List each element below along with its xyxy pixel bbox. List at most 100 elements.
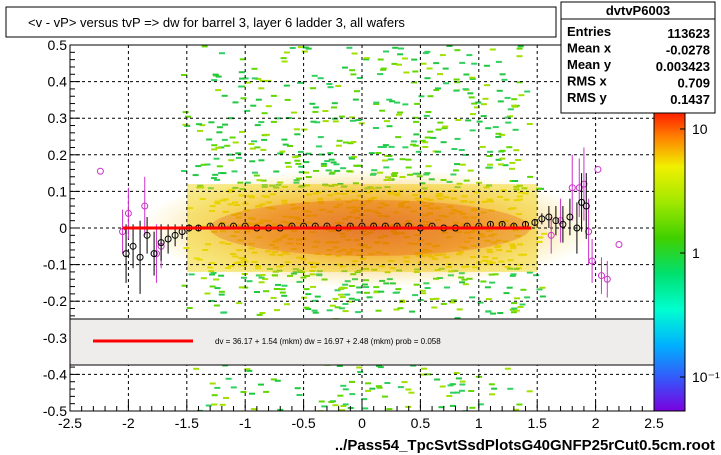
heat-cell bbox=[283, 84, 290, 87]
heat-cell bbox=[215, 89, 222, 92]
heat-cell bbox=[424, 287, 431, 289]
heat-cell bbox=[244, 368, 251, 371]
secondary-point bbox=[575, 184, 583, 192]
profile-point bbox=[171, 231, 179, 239]
heat-cell bbox=[192, 174, 199, 177]
heat-cell bbox=[526, 271, 533, 274]
heat-cell bbox=[342, 388, 349, 391]
heat-cell bbox=[305, 308, 312, 310]
heat-cell bbox=[471, 102, 478, 105]
heat-cell bbox=[354, 90, 360, 93]
heat-cell bbox=[419, 139, 426, 142]
heat-cell bbox=[402, 103, 409, 106]
heat-cell bbox=[218, 274, 225, 277]
heat-cell bbox=[420, 62, 427, 65]
heat-cell bbox=[259, 79, 266, 82]
heat-cell bbox=[517, 306, 524, 308]
heat-cell bbox=[285, 165, 292, 168]
heat-cell bbox=[516, 55, 523, 58]
heat-cell bbox=[215, 146, 222, 149]
stats-rows: Entries 113623 Mean x -0.0278 Mean y 0.003423… bbox=[567, 24, 710, 107]
heat-cell bbox=[339, 409, 345, 411]
profile-point bbox=[136, 253, 144, 261]
heat-cell bbox=[284, 161, 291, 164]
heat-cell bbox=[475, 101, 482, 104]
heat-cell bbox=[425, 165, 432, 168]
heat-cell bbox=[468, 390, 475, 392]
heat-cell bbox=[265, 79, 272, 82]
heat-cell bbox=[318, 400, 325, 403]
heat-cell bbox=[309, 87, 316, 90]
heat-cell bbox=[246, 369, 253, 372]
heat-cell bbox=[396, 63, 402, 66]
stats-value: -0.0278 bbox=[666, 43, 710, 58]
heat-cell bbox=[351, 52, 358, 55]
y-tick-label: -0.2 bbox=[43, 293, 67, 309]
secondary-point bbox=[594, 165, 602, 173]
heat-cell bbox=[499, 149, 506, 152]
heat-cell bbox=[365, 389, 371, 392]
profile-point bbox=[122, 250, 130, 258]
stats-label: Entries bbox=[567, 24, 611, 39]
heat-cell bbox=[249, 147, 256, 150]
heat-cell bbox=[392, 46, 399, 49]
heat-cell bbox=[340, 405, 347, 407]
heat-cell bbox=[322, 110, 329, 112]
heat-cell bbox=[242, 77, 249, 80]
heat-cell bbox=[270, 94, 277, 97]
heat-cell bbox=[270, 296, 277, 299]
heat-cell bbox=[321, 405, 328, 408]
y-tick-label: 0.4 bbox=[48, 74, 68, 90]
heat-cell bbox=[279, 291, 286, 294]
heat-cell bbox=[387, 158, 394, 161]
heat-cell bbox=[469, 129, 476, 132]
heat-cell bbox=[397, 307, 404, 310]
heat-cell bbox=[317, 77, 324, 80]
heat-cell bbox=[490, 312, 497, 315]
heat-cell bbox=[312, 110, 319, 113]
heat-cell bbox=[498, 163, 504, 166]
heat-cell bbox=[526, 390, 533, 393]
heat-cell bbox=[524, 296, 531, 299]
heat-cell bbox=[211, 79, 218, 82]
heat-cell bbox=[332, 120, 339, 123]
heat-cell bbox=[437, 73, 443, 76]
heat-cell bbox=[439, 385, 446, 388]
heat-cell bbox=[302, 46, 309, 49]
heat-cell bbox=[479, 145, 486, 148]
heat-cell bbox=[204, 292, 211, 295]
heat-cell bbox=[377, 73, 384, 76]
heat-cell bbox=[419, 289, 426, 292]
heat-cell bbox=[425, 111, 432, 113]
heat-cell bbox=[469, 76, 476, 79]
y-tick-label: 0 bbox=[59, 220, 67, 236]
heat-cell bbox=[210, 177, 217, 180]
heat-cell bbox=[209, 382, 216, 385]
heat-cell bbox=[510, 311, 517, 314]
secondary-point bbox=[615, 240, 623, 248]
heat-cell bbox=[431, 306, 438, 309]
heat-cell bbox=[511, 104, 518, 107]
heat-cell bbox=[518, 94, 525, 97]
heat-cell bbox=[499, 157, 506, 160]
heat-cell bbox=[458, 149, 465, 151]
heat-cell bbox=[343, 141, 349, 144]
heat-cell bbox=[485, 298, 492, 301]
y-tick-label: -0.1 bbox=[43, 257, 67, 273]
heat-cell bbox=[199, 124, 206, 127]
heat-cell bbox=[279, 150, 286, 153]
profile-point bbox=[157, 239, 165, 247]
heat-cell bbox=[502, 164, 509, 167]
heat-cell bbox=[280, 57, 287, 60]
heat-cell bbox=[259, 312, 266, 314]
heat-cell bbox=[444, 286, 450, 289]
heat-cell bbox=[442, 125, 449, 128]
heat-cell bbox=[364, 291, 370, 294]
heat-cell bbox=[342, 403, 349, 406]
heat-cell bbox=[395, 136, 402, 139]
heat-cell bbox=[456, 308, 463, 311]
heat-cell bbox=[492, 126, 499, 129]
heat-cell bbox=[213, 304, 220, 307]
heat-cell bbox=[509, 167, 515, 170]
heat-cell bbox=[275, 283, 281, 286]
